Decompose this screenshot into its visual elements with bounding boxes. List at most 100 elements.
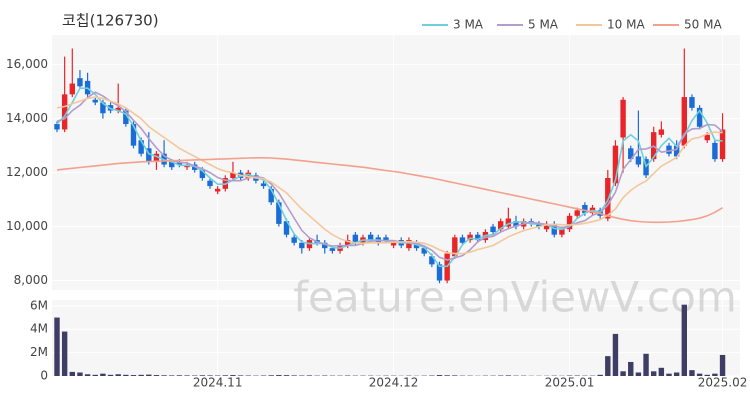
volume-bar: [436, 375, 443, 376]
volume-bar: [237, 375, 244, 376]
candle-body: [612, 145, 619, 184]
volume-bar: [222, 375, 228, 376]
ma-line: [56, 96, 723, 255]
candle-body: [459, 237, 466, 243]
candle-body: [406, 240, 412, 249]
candle-body: [329, 248, 336, 251]
volume-bar: [92, 374, 98, 376]
y-tick-label: 10,000: [6, 219, 48, 233]
candle-body: [153, 153, 160, 162]
volume-bar: [605, 356, 611, 376]
volume-bar: [100, 373, 106, 376]
legend-label: 3 MA: [453, 18, 484, 32]
candle-body: [199, 169, 206, 179]
candle-body: [452, 237, 458, 257]
candle-body: [54, 124, 60, 130]
candle-body: [283, 221, 290, 235]
candle-body: [436, 264, 443, 281]
volume-bar: [612, 333, 619, 376]
volume-bar: [696, 373, 703, 376]
volume-bar: [673, 372, 680, 376]
candle-body: [475, 234, 481, 241]
legend-label: 5 MA: [528, 18, 559, 32]
volume-bar: [666, 373, 672, 376]
candle-body: [299, 242, 305, 249]
volume-bar: [643, 353, 649, 376]
y-tick-label: 2M: [30, 345, 48, 359]
volume-bar: [306, 375, 313, 376]
candle-body: [658, 129, 665, 135]
candle-body: [536, 223, 542, 227]
volume-bar: [230, 375, 236, 376]
candle-body: [123, 110, 129, 125]
candle-body: [421, 248, 427, 254]
candle-body: [169, 161, 175, 168]
volume-bar: [161, 375, 167, 376]
candle-body: [207, 180, 213, 187]
candle-body: [383, 237, 389, 241]
ma-line: [56, 91, 724, 261]
volume-bar: [268, 375, 274, 376]
candle-body: [513, 221, 519, 227]
candle-body: [92, 99, 98, 103]
candle-body: [367, 234, 374, 241]
legend-label: 10 MA: [607, 18, 645, 32]
candle-body: [543, 223, 550, 230]
x-tick-label: 2025.01: [545, 376, 595, 390]
candle-body: [352, 234, 359, 243]
watermark: feature.enViewV.com: [293, 273, 736, 322]
candle-body: [291, 237, 297, 243]
ma-line: [56, 157, 724, 224]
candle-body: [61, 94, 68, 130]
volume-bar: [176, 375, 183, 376]
candle-body: [566, 215, 573, 230]
y-tick-label: 14,000: [6, 111, 48, 125]
candle-body: [214, 188, 221, 192]
volume-bar: [84, 374, 91, 376]
volume-bar: [444, 375, 450, 376]
candle-body: [582, 205, 588, 214]
candle-body: [666, 145, 672, 154]
volume-bar: [207, 375, 213, 376]
volume-bar: [169, 375, 175, 376]
volume-panel: [52, 300, 740, 376]
volume-bar: [276, 375, 282, 376]
candle-body: [390, 242, 397, 246]
volume-bar: [712, 373, 718, 376]
candle-body: [712, 142, 718, 160]
volume-bar: [635, 372, 642, 376]
volume-bar: [291, 375, 297, 376]
volume-bar: [146, 374, 152, 376]
volume-bar: [123, 374, 129, 376]
candle-body: [620, 99, 626, 138]
y-tick-label: 16,000: [6, 57, 48, 71]
legend-label: 50 MA: [684, 18, 722, 32]
volume-bar: [719, 354, 726, 376]
volume-bar: [130, 375, 137, 376]
candle-body: [100, 102, 106, 114]
y-tick-label: 4M: [30, 322, 48, 336]
volume-bar: [283, 375, 290, 376]
volume-bar: [199, 375, 206, 376]
y-tick-label: 0: [40, 369, 48, 383]
volume-bar: [54, 317, 60, 376]
candle-body: [260, 183, 267, 187]
volume-bar: [628, 361, 634, 376]
candle-body: [704, 134, 710, 141]
volume-bar: [452, 375, 458, 376]
candle-body: [345, 240, 351, 246]
volume-bar: [184, 375, 190, 376]
candle-body: [696, 107, 703, 127]
volume-bar: [658, 367, 665, 376]
candle-body: [429, 256, 435, 265]
candle-body: [628, 148, 634, 160]
candle-body: [230, 172, 236, 179]
candle-body: [559, 229, 565, 235]
y-tick-label: 6M: [30, 298, 48, 312]
candle-body: [146, 148, 152, 162]
candle-body: [77, 78, 83, 87]
candle-body: [322, 242, 328, 249]
candle-body: [689, 97, 695, 108]
candle-body: [268, 188, 274, 203]
